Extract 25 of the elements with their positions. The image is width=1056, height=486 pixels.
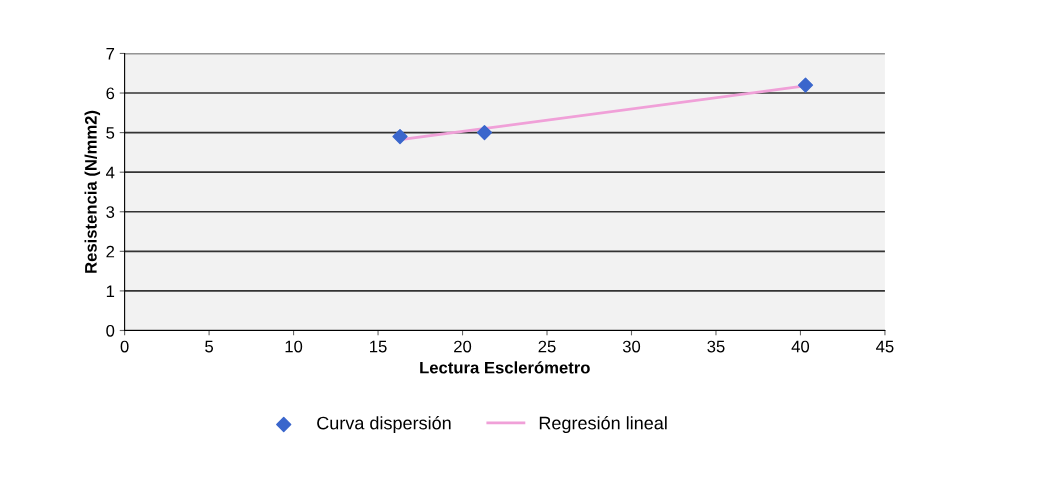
y-tick-label: 3 bbox=[106, 206, 115, 218]
point bbox=[392, 128, 408, 145]
x-tick-label: 0 bbox=[120, 340, 129, 353]
x-tick-label: 5 bbox=[205, 340, 214, 353]
x-tick-label: 25 bbox=[538, 340, 556, 353]
y-tick-label: 2 bbox=[106, 245, 115, 258]
legend-label: Curva dispersión bbox=[317, 415, 451, 434]
y-tick-label: 1 bbox=[106, 285, 115, 297]
x-tick-label: 35 bbox=[707, 340, 725, 353]
y-tick-label: 7 bbox=[106, 48, 115, 60]
point bbox=[476, 124, 493, 141]
point bbox=[797, 77, 814, 93]
x-tick-label: 20 bbox=[454, 340, 472, 353]
x-tick-label: 15 bbox=[370, 340, 387, 353]
x-tick-label: 10 bbox=[285, 340, 303, 353]
y-axis-title: Resistencia (N/mm2) bbox=[84, 110, 101, 273]
y-tick-label: 5 bbox=[106, 127, 115, 139]
legend-label: Regresión lineal bbox=[539, 415, 667, 434]
x-axis-title: Lectura Esclerómetro bbox=[420, 361, 590, 374]
x-tick-label: 45 bbox=[876, 340, 894, 353]
y-tick-label: 4 bbox=[106, 166, 115, 179]
x-tick-label: 40 bbox=[791, 340, 810, 353]
x-tick-label: 30 bbox=[622, 340, 641, 353]
y-tick-label: 6 bbox=[106, 87, 115, 100]
y-tick-label: 0 bbox=[106, 324, 115, 337]
